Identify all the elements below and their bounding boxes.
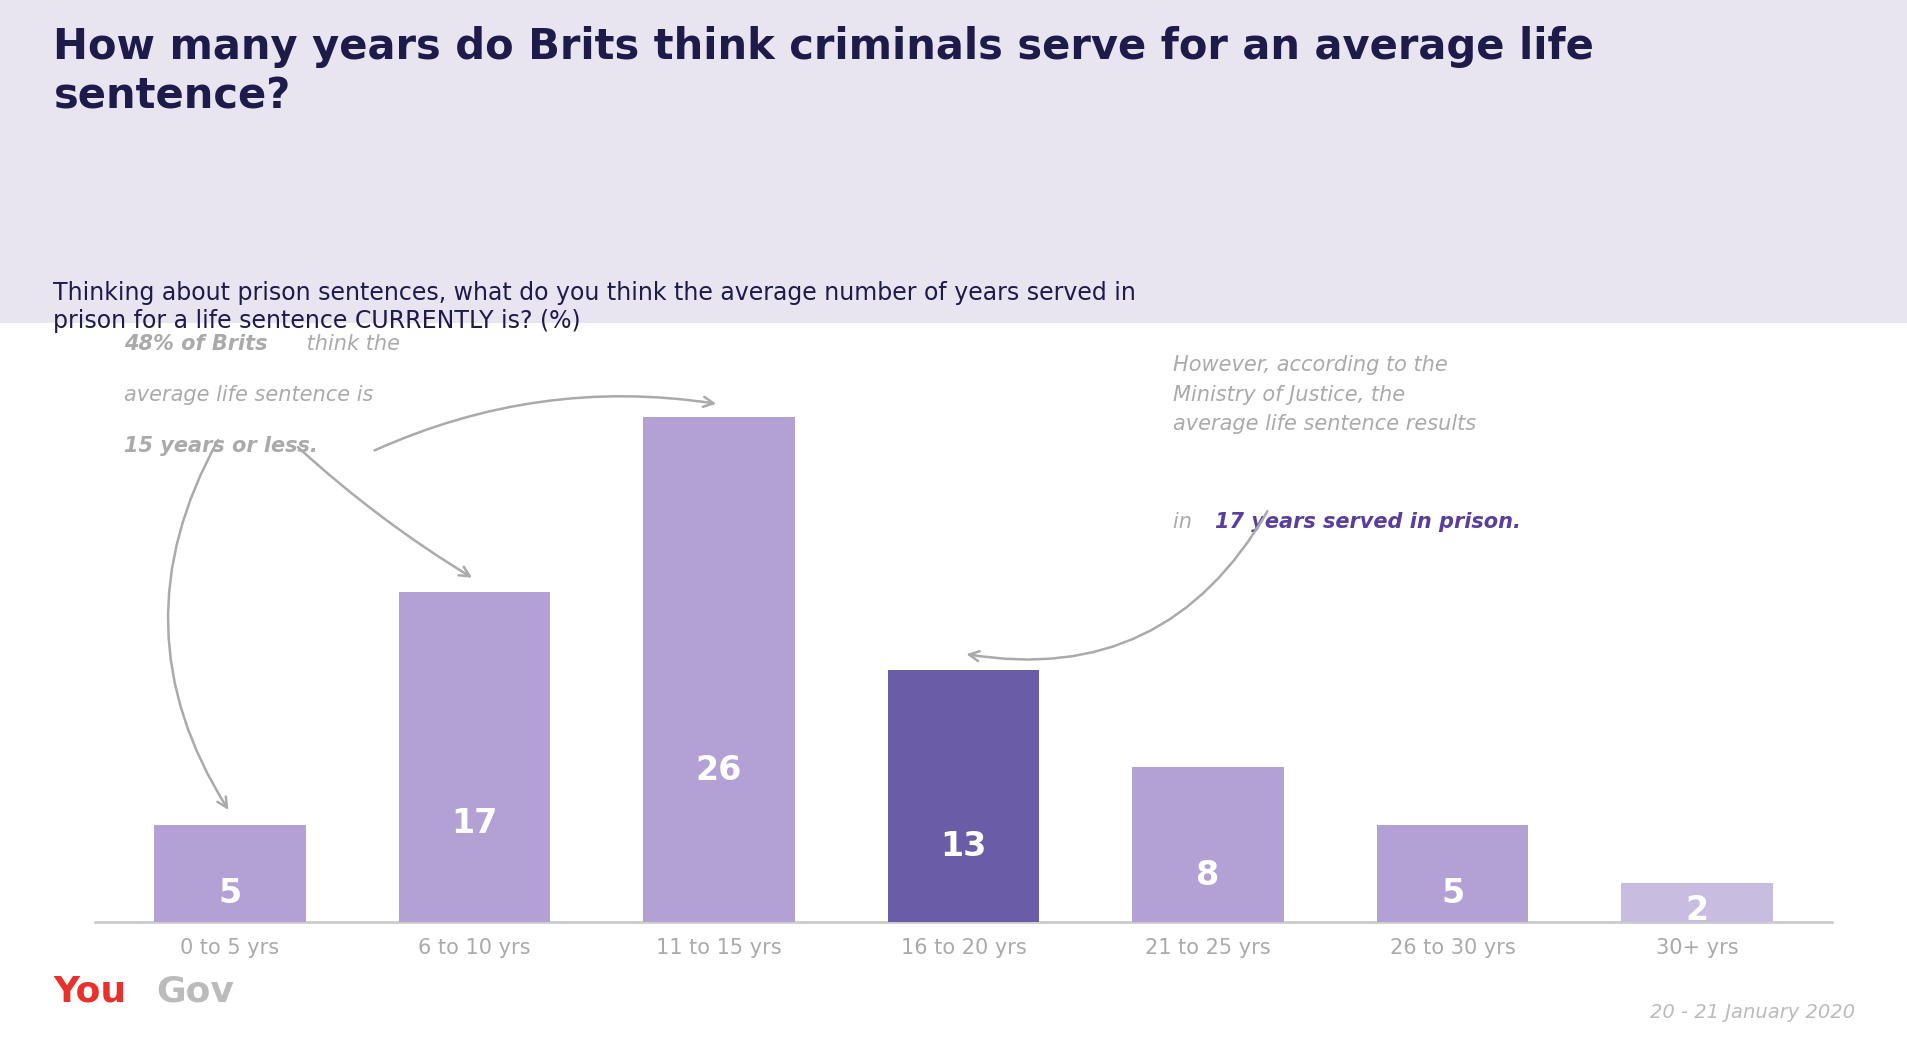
Bar <box>154 825 305 922</box>
Text: However, according to the
Ministry of Justice, the
average life sentence results: However, according to the Ministry of Ju… <box>1173 355 1476 435</box>
Text: Gov: Gov <box>156 974 235 1008</box>
Text: 17: 17 <box>452 807 498 840</box>
Text: think the: think the <box>299 334 399 354</box>
Bar <box>643 417 795 922</box>
Bar <box>1621 883 1772 922</box>
Text: 5: 5 <box>217 877 242 909</box>
Text: in: in <box>1173 512 1198 532</box>
Text: 26: 26 <box>696 754 742 788</box>
Text: 5: 5 <box>1440 877 1463 909</box>
Text: 15 years or less.: 15 years or less. <box>124 436 318 456</box>
Text: 48% of Brits: 48% of Brits <box>124 334 267 354</box>
Bar <box>887 670 1039 922</box>
Bar <box>1377 825 1528 922</box>
Bar <box>1131 766 1283 922</box>
Text: 20 - 21 January 2020: 20 - 21 January 2020 <box>1650 1003 1854 1022</box>
Text: 2: 2 <box>1684 894 1709 928</box>
Text: 8: 8 <box>1196 859 1219 893</box>
Bar <box>399 591 549 922</box>
Text: You: You <box>53 974 126 1008</box>
Text: How many years do Brits think criminals serve for an average life
sentence?: How many years do Brits think criminals … <box>53 26 1594 117</box>
Text: average life sentence is: average life sentence is <box>124 385 374 405</box>
Text: Thinking about prison sentences, what do you think the average number of years s: Thinking about prison sentences, what do… <box>53 281 1137 333</box>
Text: 13: 13 <box>940 830 986 863</box>
Text: 17 years served in prison.: 17 years served in prison. <box>1215 512 1520 532</box>
